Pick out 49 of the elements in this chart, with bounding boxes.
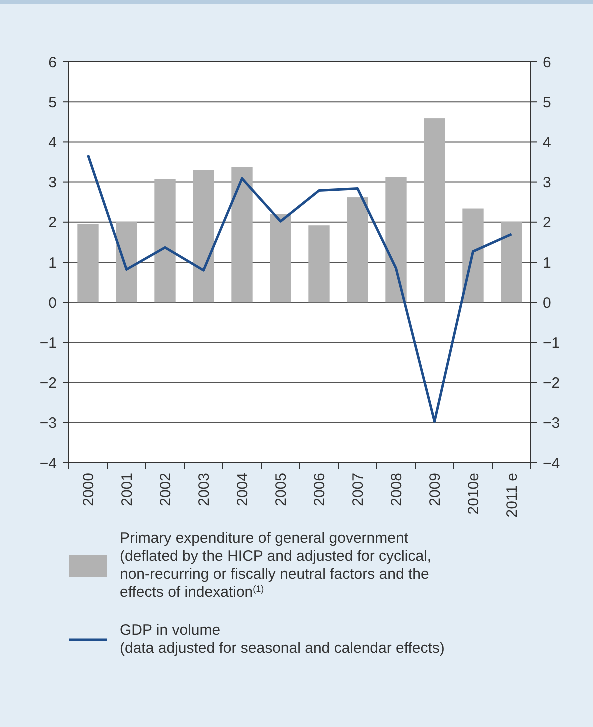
bar xyxy=(501,222,522,303)
bar xyxy=(347,198,368,303)
bar xyxy=(78,224,99,303)
y-tick-label: 1 xyxy=(48,254,57,272)
y2-tick-label: 0 xyxy=(543,294,552,312)
y-tick-label: −1 xyxy=(40,334,57,352)
x-tick-label: 2009 xyxy=(427,473,444,506)
y-tick-label: −3 xyxy=(40,415,57,432)
x-tick-label: 2001 xyxy=(119,473,136,506)
x-tick-label: 2006 xyxy=(312,473,328,506)
x-tick-label: 2002 xyxy=(158,473,174,506)
x-tick-label: 2011 e xyxy=(504,473,521,518)
bar xyxy=(462,208,484,303)
legend-label: GDP in volume (data adjusted for seasonal and calendar effects) xyxy=(120,622,445,657)
y2-tick-label: 1 xyxy=(543,254,552,272)
x-tick-label: 2007 xyxy=(350,473,367,506)
x-tick-label: 2000 xyxy=(80,473,98,506)
x-tick-label: 2003 xyxy=(196,473,213,506)
y2-tick-label: 5 xyxy=(543,94,552,112)
x-tick-label: 2004 xyxy=(234,473,252,506)
y-tick-label: 3 xyxy=(48,174,57,192)
bar xyxy=(193,170,214,303)
y2-tick-label: 3 xyxy=(543,174,552,192)
bar xyxy=(116,222,138,303)
y-tick-label: 6 xyxy=(48,54,57,72)
bar xyxy=(308,226,330,303)
y-tick-label: 2 xyxy=(48,214,57,232)
bar xyxy=(270,214,292,303)
y2-tick-label: −2 xyxy=(543,375,560,392)
y-tick-label: 4 xyxy=(48,134,57,152)
x-tick-label: 2005 xyxy=(273,473,290,506)
bar xyxy=(386,177,407,303)
bar xyxy=(232,167,253,303)
y2-tick-label: 4 xyxy=(543,134,552,152)
y2-tick-label: −1 xyxy=(543,334,560,352)
y-tick-label: 5 xyxy=(48,94,57,112)
y-tick-label: −2 xyxy=(40,375,57,392)
x-tick-label: 2010e xyxy=(466,473,482,515)
bar xyxy=(424,118,446,303)
y-tick-label: −4 xyxy=(40,455,57,472)
y2-tick-label: 2 xyxy=(543,214,552,232)
legend-label: Primary expenditure of general government (deflated by the HICP and adjusted for cyclical, non-recurring or fiscally neutral factors and the effects of indexation$^{(1)}$ xyxy=(120,530,432,601)
y2-tick-label: 6 xyxy=(543,54,552,72)
y2-tick-label: −4 xyxy=(543,455,560,472)
line-series xyxy=(87,154,513,423)
y2-tick-label: −3 xyxy=(543,415,560,432)
bar xyxy=(154,179,176,303)
y-tick-label: 0 xyxy=(48,294,57,312)
x-tick-label: 2008 xyxy=(388,473,406,506)
